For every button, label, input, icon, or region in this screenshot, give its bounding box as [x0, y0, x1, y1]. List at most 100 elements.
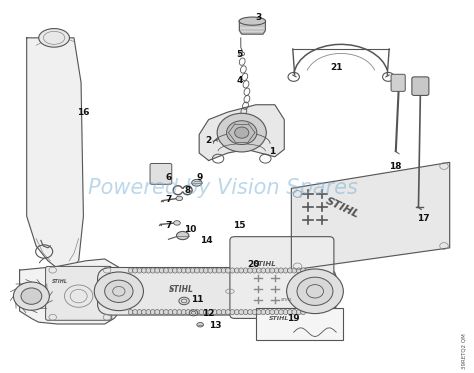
Text: STIHL: STIHL [254, 261, 276, 267]
Text: 2: 2 [206, 135, 212, 145]
Ellipse shape [159, 268, 164, 273]
Ellipse shape [176, 232, 189, 239]
Ellipse shape [301, 268, 306, 273]
FancyBboxPatch shape [230, 236, 334, 319]
Ellipse shape [182, 310, 186, 315]
Ellipse shape [221, 268, 226, 273]
Ellipse shape [252, 268, 257, 273]
Polygon shape [19, 259, 124, 324]
Ellipse shape [146, 310, 151, 315]
FancyBboxPatch shape [98, 267, 336, 315]
Ellipse shape [292, 310, 297, 315]
Text: 11: 11 [191, 295, 203, 304]
Ellipse shape [164, 268, 168, 273]
Text: 10: 10 [183, 225, 196, 234]
FancyBboxPatch shape [150, 163, 172, 184]
Text: 7: 7 [165, 221, 172, 230]
Ellipse shape [208, 268, 213, 273]
Ellipse shape [288, 310, 292, 315]
Ellipse shape [173, 221, 180, 225]
Text: ®: ® [168, 288, 173, 294]
Ellipse shape [195, 310, 200, 315]
Ellipse shape [265, 268, 270, 273]
Text: 18: 18 [389, 162, 401, 170]
Ellipse shape [190, 268, 195, 273]
Ellipse shape [296, 310, 301, 315]
Ellipse shape [230, 268, 235, 273]
Ellipse shape [168, 310, 173, 315]
Text: 3: 3 [255, 13, 261, 22]
Ellipse shape [230, 310, 235, 315]
Ellipse shape [190, 310, 195, 315]
Ellipse shape [256, 310, 261, 315]
Ellipse shape [226, 268, 230, 273]
Text: 4: 4 [236, 76, 243, 85]
Polygon shape [239, 21, 265, 34]
Ellipse shape [212, 268, 217, 273]
Ellipse shape [133, 310, 137, 315]
Text: STIHL: STIHL [281, 298, 292, 302]
Ellipse shape [203, 268, 208, 273]
Text: STIHL: STIHL [168, 285, 193, 294]
Ellipse shape [128, 310, 133, 315]
Ellipse shape [283, 268, 288, 273]
Text: 5: 5 [236, 50, 243, 59]
Ellipse shape [208, 310, 213, 315]
Ellipse shape [296, 268, 301, 273]
Text: 9: 9 [196, 173, 202, 182]
Ellipse shape [279, 268, 283, 273]
Ellipse shape [176, 196, 182, 201]
Ellipse shape [173, 268, 177, 273]
Ellipse shape [212, 310, 217, 315]
Text: 15: 15 [233, 221, 246, 230]
Polygon shape [292, 162, 450, 270]
Ellipse shape [217, 310, 221, 315]
Ellipse shape [235, 310, 239, 315]
Ellipse shape [243, 310, 248, 315]
Ellipse shape [235, 268, 239, 273]
Ellipse shape [182, 268, 186, 273]
Ellipse shape [137, 268, 142, 273]
Polygon shape [199, 105, 284, 160]
FancyBboxPatch shape [391, 74, 405, 91]
Text: 39RETQ2 QM: 39RETQ2 QM [461, 333, 466, 369]
Bar [256, 308, 343, 339]
Ellipse shape [288, 268, 292, 273]
Ellipse shape [155, 268, 160, 273]
Ellipse shape [186, 310, 191, 315]
Ellipse shape [248, 268, 253, 273]
Text: 16: 16 [77, 108, 90, 117]
Circle shape [287, 269, 343, 314]
Ellipse shape [146, 268, 151, 273]
Ellipse shape [252, 310, 257, 315]
Ellipse shape [217, 268, 221, 273]
Text: 6: 6 [165, 173, 172, 182]
Ellipse shape [283, 310, 288, 315]
Text: 13: 13 [210, 322, 222, 330]
Ellipse shape [186, 268, 191, 273]
Text: STIHL: STIHL [52, 279, 68, 284]
Ellipse shape [164, 310, 168, 315]
Ellipse shape [189, 310, 198, 316]
Circle shape [297, 277, 333, 305]
Ellipse shape [279, 310, 283, 315]
Text: 17: 17 [418, 214, 430, 223]
Ellipse shape [177, 268, 182, 273]
Circle shape [235, 127, 249, 138]
Ellipse shape [155, 310, 160, 315]
Ellipse shape [179, 297, 189, 305]
Ellipse shape [150, 268, 155, 273]
Ellipse shape [173, 310, 177, 315]
Ellipse shape [128, 268, 133, 273]
Ellipse shape [199, 268, 204, 273]
Ellipse shape [177, 310, 182, 315]
Polygon shape [27, 38, 83, 268]
Ellipse shape [270, 268, 274, 273]
Circle shape [227, 121, 257, 144]
Ellipse shape [221, 310, 226, 315]
Ellipse shape [274, 268, 279, 273]
Ellipse shape [159, 310, 164, 315]
Ellipse shape [248, 310, 253, 315]
Text: 19: 19 [287, 314, 300, 323]
Text: 14: 14 [200, 236, 213, 245]
